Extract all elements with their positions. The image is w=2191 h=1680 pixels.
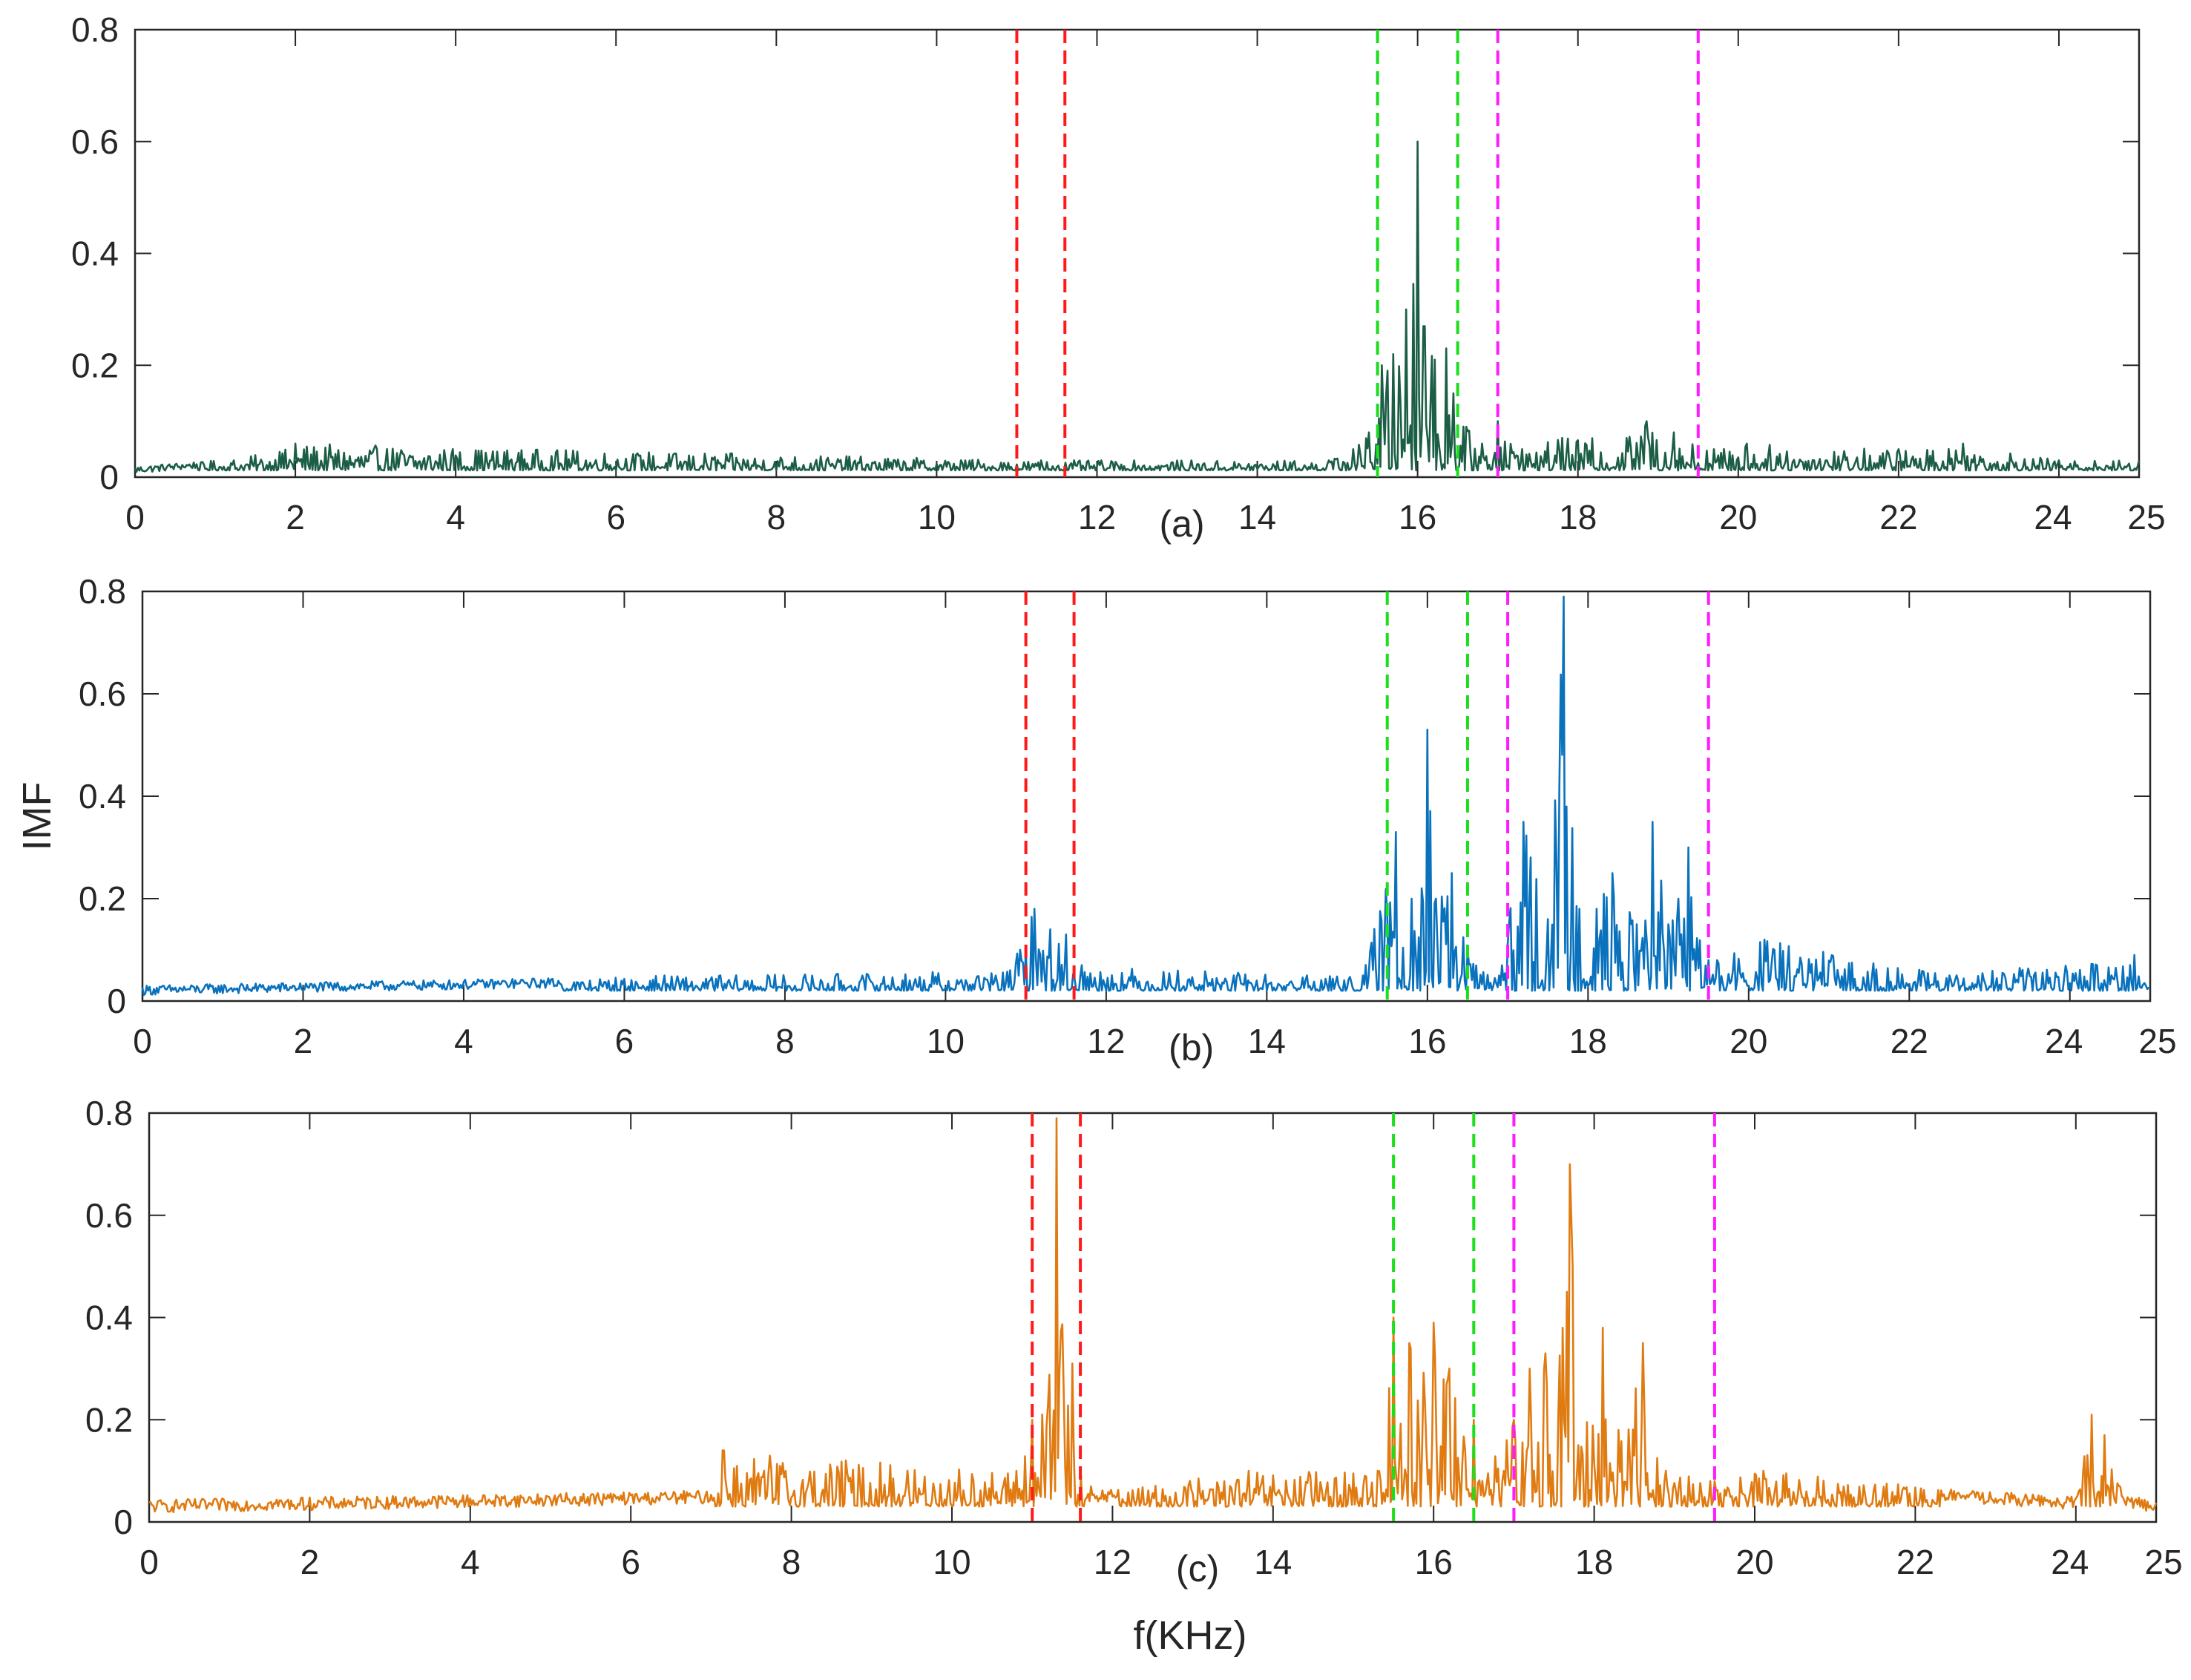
x-tick-label: 12 — [1078, 498, 1116, 537]
plot-frame — [148, 1112, 2158, 1523]
x-tick-label: 2 — [300, 1543, 320, 1581]
y-tick-label: 0.2 — [71, 346, 119, 384]
x-tick-label: 0 — [133, 1022, 152, 1060]
y-tick-label: 0.2 — [79, 879, 126, 918]
x-tick-label: 20 — [1719, 498, 1757, 537]
x-tick-label: 4 — [454, 1022, 473, 1060]
x-tick-label: 6 — [615, 1022, 634, 1060]
x-tick-label: 10 — [927, 1022, 965, 1060]
x-tick-label: 22 — [1891, 1022, 1928, 1060]
y-tick-label: 0.8 — [79, 572, 126, 611]
y-tick-label: 0.4 — [85, 1299, 133, 1337]
panel-label: (b) — [1169, 1027, 1214, 1069]
x-tick-label: 18 — [1575, 1543, 1613, 1581]
x-tick-label: 0 — [139, 1543, 159, 1581]
x-tick-label: 16 — [1399, 498, 1436, 537]
y-tick-label: 0.4 — [79, 777, 126, 816]
x-tick-label: 22 — [1896, 1543, 1934, 1581]
x-tick-label: 20 — [1735, 1543, 1773, 1581]
y-axis-title: IMF — [15, 782, 59, 851]
y-tick-label: 0 — [99, 458, 119, 496]
x-tick-label: 14 — [1238, 498, 1276, 537]
x-tick-label: 6 — [606, 498, 625, 537]
x-tick-label: 20 — [1730, 1022, 1767, 1060]
x-tick-label: 4 — [461, 1543, 480, 1581]
x-axis-title: f(KHz) — [1134, 1613, 1247, 1658]
x-tick-label: 8 — [782, 1543, 801, 1581]
x-tick-label: 25 — [2144, 1543, 2182, 1581]
x-tick-label: 14 — [1254, 1543, 1292, 1581]
x-tick-label: 2 — [294, 1022, 313, 1060]
x-tick-label: 0 — [125, 498, 145, 537]
y-tick-label: 0.8 — [85, 1094, 133, 1132]
x-tick-label: 16 — [1415, 1543, 1453, 1581]
y-tick-label: 0 — [114, 1503, 133, 1541]
spectrum-line — [141, 595, 2150, 997]
y-tick-label: 0.6 — [85, 1196, 133, 1235]
x-tick-label: 8 — [775, 1022, 795, 1060]
x-tick-label: 14 — [1248, 1022, 1286, 1060]
x-tick-label: 10 — [933, 1543, 970, 1581]
x-tick-label: 2 — [286, 498, 305, 537]
y-tick-label: 0 — [107, 982, 126, 1020]
x-tick-label: 16 — [1408, 1022, 1446, 1060]
spectrum-line — [134, 140, 2141, 473]
x-tick-label: 6 — [621, 1543, 640, 1581]
x-tick-label: 25 — [2138, 1022, 2176, 1060]
x-tick-label: 12 — [1087, 1022, 1125, 1060]
x-tick-label: 24 — [2045, 1022, 2083, 1060]
x-tick-label: 4 — [446, 498, 465, 537]
panel-label: (a) — [1159, 503, 1204, 545]
plot-frame — [134, 28, 2141, 479]
x-tick-label: 18 — [1559, 498, 1597, 537]
x-tick-label: 25 — [2127, 498, 2165, 537]
y-tick-label: 0.2 — [85, 1400, 133, 1439]
panel-label: (c) — [1176, 1548, 1219, 1589]
y-tick-label: 0.8 — [71, 10, 119, 49]
y-tick-label: 0.6 — [79, 675, 126, 713]
spectrum-line — [148, 1117, 2158, 1514]
x-tick-label: 22 — [1879, 498, 1917, 537]
x-tick-label: 8 — [767, 498, 786, 537]
x-tick-label: 24 — [2034, 498, 2072, 537]
y-tick-label: 0.4 — [71, 234, 119, 273]
x-tick-label: 24 — [2051, 1543, 2089, 1581]
x-tick-label: 18 — [1569, 1022, 1607, 1060]
plot-frame — [141, 590, 2152, 1003]
x-tick-label: 12 — [1094, 1543, 1131, 1581]
x-tick-label: 10 — [918, 498, 956, 537]
y-tick-label: 0.6 — [71, 122, 119, 161]
